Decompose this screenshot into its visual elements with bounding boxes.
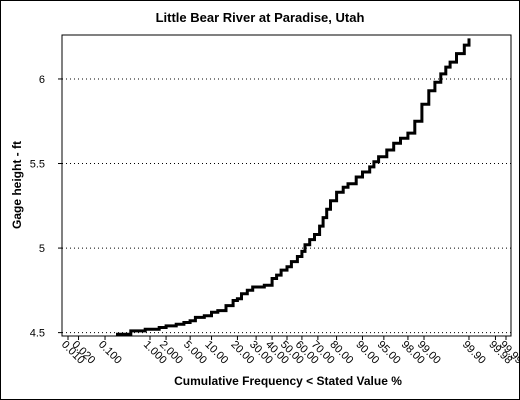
- x-tick-label-2: 0.100: [96, 339, 124, 367]
- x-axis-label: Cumulative Frequency < Stated Value %: [174, 374, 402, 388]
- gridlines: [62, 78, 511, 334]
- series-line-0: [116, 38, 471, 336]
- x-tick-label-18: 99.90: [460, 339, 488, 367]
- y-axis-label: Gage height - ft: [10, 141, 24, 229]
- x-tick-label-15: 95.00: [375, 339, 403, 367]
- x-tick-label-5: 5.000: [181, 339, 209, 367]
- chart-title: Little Bear River at Paradise, Utah: [156, 10, 365, 25]
- x-tick-label-6: 10.00: [202, 339, 230, 367]
- y-tick-label-0: 4.5: [30, 328, 45, 340]
- y-tick-label-1: 5: [39, 243, 45, 255]
- y-axis: 4.5 5 5.5 6: [30, 74, 62, 340]
- x-tick-label-14: 90.00: [353, 339, 381, 367]
- y-tick-label-2: 5.5: [30, 159, 45, 171]
- y-tick-label-3: 6: [39, 74, 45, 86]
- series-group: [116, 38, 471, 336]
- plot-area: [61, 34, 512, 337]
